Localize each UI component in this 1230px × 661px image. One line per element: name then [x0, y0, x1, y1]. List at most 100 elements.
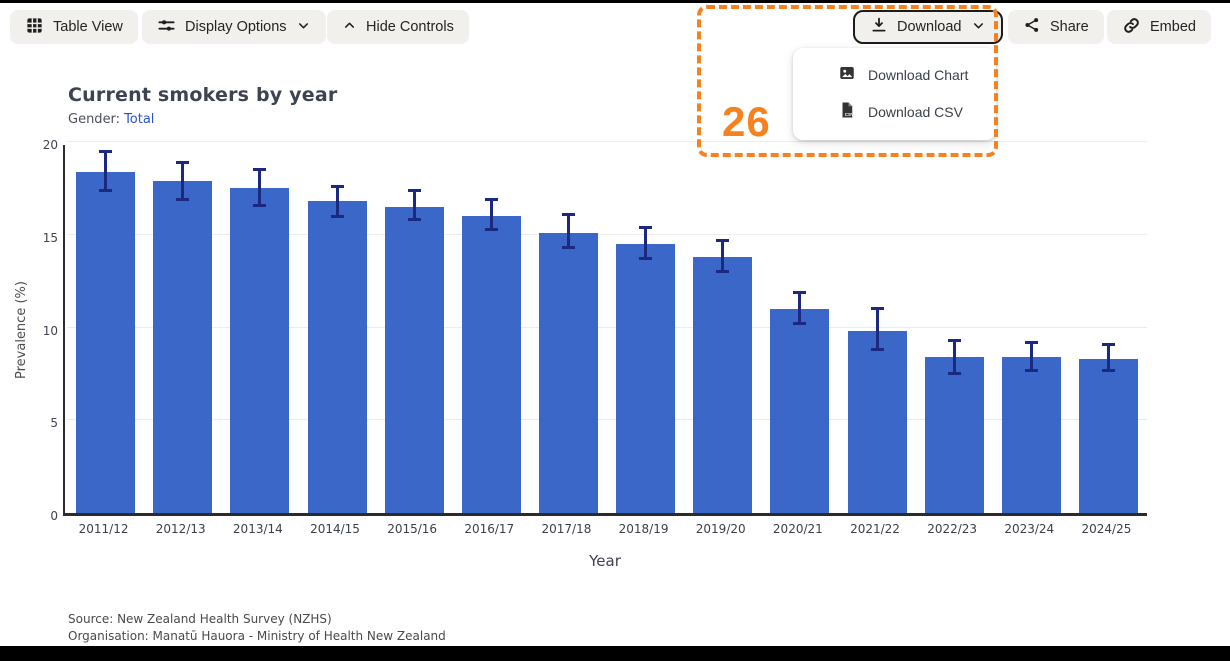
error-bar-cap: [1024, 368, 1038, 372]
error-bar-cap: [793, 322, 807, 326]
embed-label: Embed: [1150, 19, 1196, 35]
error-bar-cap: [870, 348, 884, 352]
gridline: [67, 326, 1147, 328]
error-bar-cap: [253, 203, 267, 207]
download-label: Download: [897, 19, 962, 35]
x-tick-label: 2013/14: [232, 522, 283, 536]
error-bar: [104, 151, 108, 191]
x-tick-label: 2023/24: [1004, 522, 1055, 536]
download-button[interactable]: Download: [853, 10, 1003, 44]
share-label: Share: [1050, 19, 1089, 35]
menu-item-download-chart[interactable]: Download Chart: [793, 56, 996, 93]
annotation-number-label: 26: [722, 98, 771, 145]
file-csv-icon: CSV: [838, 101, 856, 122]
link-icon: [1122, 16, 1141, 39]
gridline: [67, 419, 1147, 421]
error-bar-cap: [176, 160, 190, 164]
x-tick-label: 2017/18: [541, 522, 592, 536]
error-bar-cap: [484, 198, 498, 202]
x-tick-label: 2014/15: [310, 522, 360, 536]
error-bar-cap: [561, 212, 575, 216]
error-bar: [1029, 342, 1033, 371]
window-bottom-edge: [0, 646, 1230, 661]
error-bar-cap: [716, 270, 730, 274]
error-bar: [566, 214, 570, 248]
error-bar: [721, 240, 725, 272]
sliders-icon: [157, 16, 176, 39]
hide-controls-button[interactable]: Hide Controls: [327, 10, 469, 44]
image-icon: [838, 64, 856, 85]
y-tick-label: 15: [42, 230, 58, 245]
plot-area: [63, 141, 1147, 516]
x-tick-label: 2012/13: [155, 522, 206, 536]
y-tick-label: 5: [50, 416, 58, 431]
bar-2013/14[interactable]: [230, 188, 290, 513]
x-tick-label: 2022/23: [927, 522, 978, 536]
bar-2016/17[interactable]: [461, 216, 521, 513]
error-bar-cap: [407, 188, 421, 192]
error-bar-cap: [561, 246, 575, 250]
chevron-up-icon: [342, 18, 357, 37]
error-bar-cap: [176, 198, 190, 202]
error-bar-cap: [947, 372, 961, 376]
error-bar-cap: [947, 339, 961, 342]
table-view-button[interactable]: Table View: [10, 10, 138, 44]
bar-2024/25[interactable]: [1078, 359, 1138, 513]
table-grid-icon: [25, 16, 44, 39]
source-note: Source: New Zealand Health Survey (NZHS): [68, 612, 332, 626]
error-bar-cap: [1101, 342, 1115, 346]
x-tick-label: 2021/22: [850, 522, 900, 536]
gender-value: Total: [124, 112, 155, 127]
error-bar: [644, 227, 648, 259]
download-icon: [870, 16, 888, 38]
hide-controls-label: Hide Controls: [366, 19, 454, 35]
bar-2012/13[interactable]: [153, 180, 213, 513]
embed-button[interactable]: Embed: [1107, 10, 1211, 44]
share-button[interactable]: Share: [1008, 10, 1104, 44]
y-tick-label: 0: [50, 509, 58, 523]
display-options-button[interactable]: Display Options: [142, 10, 326, 44]
bar-2021/22[interactable]: [847, 331, 907, 513]
error-bar-cap: [1024, 340, 1038, 344]
error-bar: [412, 190, 416, 220]
chevron-down-icon: [296, 18, 311, 37]
bar-2017/18[interactable]: [538, 232, 598, 513]
error-bar: [258, 169, 262, 206]
error-bar-cap: [484, 227, 498, 231]
error-bar: [181, 162, 185, 200]
error-bar-cap: [407, 218, 421, 222]
display-options-label: Display Options: [185, 19, 287, 35]
menu-item-label: Download CSV: [868, 103, 963, 120]
error-bar: [952, 340, 956, 374]
bar-2019/20[interactable]: [693, 257, 753, 513]
gridline: [67, 141, 1147, 142]
menu-item-download-csv[interactable]: CSV Download CSV: [793, 93, 996, 130]
error-bar-cap: [330, 214, 344, 218]
error-bar-cap: [1101, 368, 1115, 372]
chevron-down-icon: [971, 18, 986, 37]
bar-2023/24[interactable]: [1001, 357, 1061, 513]
bar-2015/16[interactable]: [384, 206, 444, 513]
bar-2014/15[interactable]: [307, 201, 367, 513]
x-tick-label: 2018/19: [618, 522, 669, 536]
chart-title: Current smokers by year: [68, 84, 338, 106]
error-bar: [1106, 344, 1110, 371]
x-tick-label: 2024/25: [1081, 522, 1132, 536]
error-bar-cap: [870, 307, 884, 311]
y-tick-label: 20: [42, 138, 58, 152]
bar-2020/21[interactable]: [770, 308, 830, 513]
bar-2018/19[interactable]: [616, 244, 676, 513]
error-bar-cap: [716, 238, 730, 242]
share-icon: [1023, 16, 1041, 38]
error-bar-cap: [330, 185, 344, 189]
error-bar: [875, 308, 879, 350]
error-bar: [335, 186, 339, 217]
bar-2011/12[interactable]: [76, 171, 136, 513]
chart-subtitle: Gender: Total: [68, 112, 154, 127]
bar-2022/23[interactable]: [924, 357, 984, 513]
x-axis-title: Year: [589, 552, 621, 570]
error-bar: [489, 199, 493, 230]
x-tick-label: 2016/17: [464, 522, 515, 536]
error-bar: [798, 292, 802, 324]
gender-label: Gender:: [68, 112, 121, 127]
